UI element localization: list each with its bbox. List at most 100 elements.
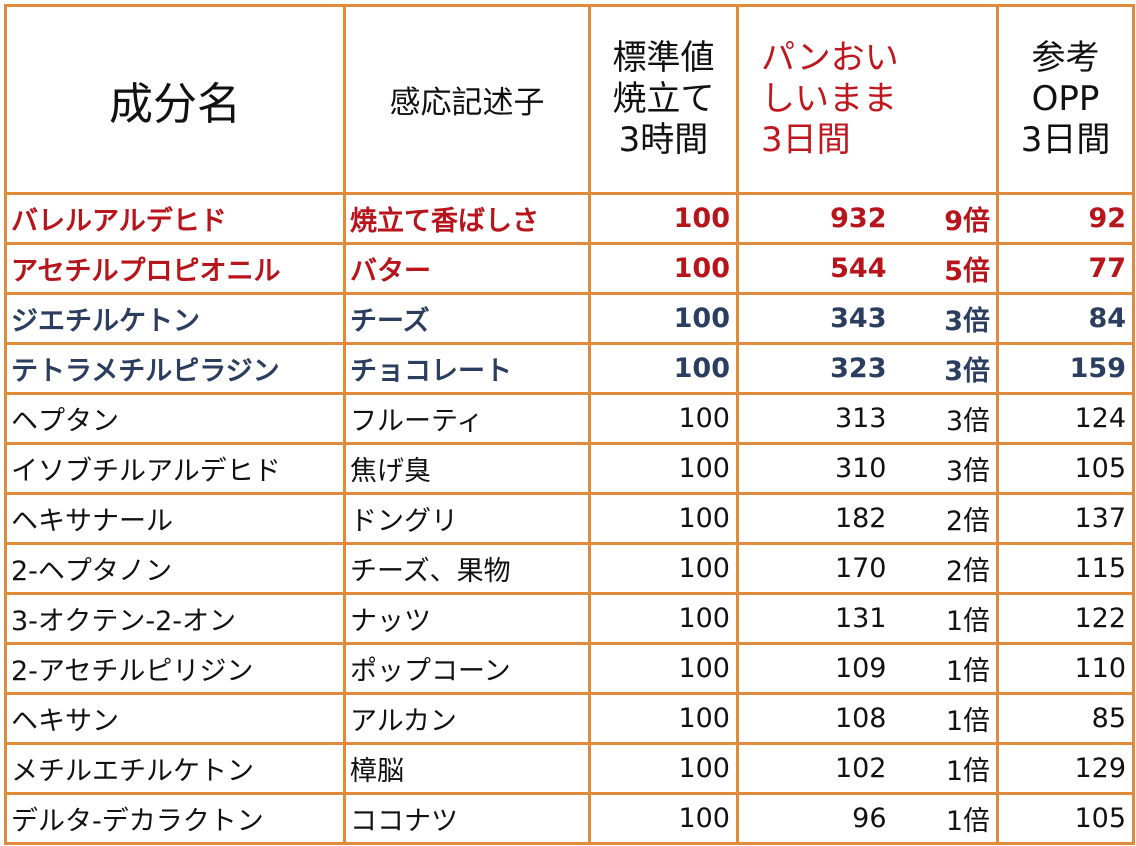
header-row: 成分名 感応記述子 標準値 焼立て 3時間 パンおい しいまま 3日間 参考 O… [4, 4, 1136, 195]
descriptor-cell: ココナツ [343, 792, 591, 845]
reference-value-cell: 122 [996, 592, 1136, 645]
reference-value-cell: 105 [996, 792, 1136, 845]
reference-value-cell: 77 [996, 242, 1136, 295]
product-value-cell: 932 [736, 192, 893, 245]
table-row: 2-アセチルピリジン ポップコーン 100 109 1倍 110 [4, 642, 1136, 695]
product-value-cell: 182 [736, 492, 893, 545]
descriptor-cell: バター [343, 242, 591, 295]
header-compound-name: 成分名 [4, 4, 346, 195]
compound-name-cell: ヘキサン [4, 692, 346, 745]
ratio-cell: 1倍 [892, 792, 1000, 845]
reference-value-cell: 129 [996, 742, 1136, 795]
compound-name-cell: ヘキサナール [4, 492, 346, 545]
header-reference-value: 参考 OPP 3日間 [996, 4, 1136, 195]
header-standard-value: 標準値 焼立て 3時間 [588, 4, 739, 195]
table-row: イソブチルアルデヒド 焦げ臭 100 310 3倍 105 [4, 442, 1136, 495]
reference-value-cell: 85 [996, 692, 1136, 745]
standard-value-cell: 100 [588, 492, 739, 545]
descriptor-cell: チーズ [343, 292, 591, 345]
header-product-line-1: パンおい [761, 38, 899, 79]
header-standard-line-1: 標準値 [612, 38, 715, 79]
header-reference-line-1: 参考 [1031, 38, 1100, 79]
ratio-cell: 3倍 [892, 392, 1000, 445]
ratio-cell: 3倍 [892, 342, 1000, 395]
table-row: メチルエチルケトン 樟脳 100 102 1倍 129 [4, 742, 1136, 795]
table-row: テトラメチルピラジン チョコレート 100 323 3倍 159 [4, 342, 1136, 395]
table-row: デルタ-デカラクトン ココナツ 100 96 1倍 105 [4, 792, 1136, 845]
descriptor-cell: ポップコーン [343, 642, 591, 695]
compound-name-cell: ヘプタン [4, 392, 346, 445]
product-value-cell: 343 [736, 292, 893, 345]
standard-value-cell: 100 [588, 742, 739, 795]
aroma-compound-table: 成分名 感応記述子 標準値 焼立て 3時間 パンおい しいまま 3日間 参考 O… [4, 4, 1136, 845]
reference-value-cell: 159 [996, 342, 1136, 395]
table-row: ヘプタン フルーティ 100 313 3倍 124 [4, 392, 1136, 445]
ratio-cell: 1倍 [892, 692, 1000, 745]
product-value-cell: 109 [736, 642, 893, 695]
product-value-cell: 544 [736, 242, 893, 295]
compound-name-cell: 3-オクテン-2-オン [4, 592, 346, 645]
descriptor-cell: アルカン [343, 692, 591, 745]
ratio-cell: 2倍 [892, 492, 1000, 545]
standard-value-cell: 100 [588, 442, 739, 495]
reference-value-cell: 105 [996, 442, 1136, 495]
compound-name-cell: 2-アセチルピリジン [4, 642, 346, 695]
reference-value-cell: 124 [996, 392, 1136, 445]
header-sensory-descriptor: 感応記述子 [343, 4, 591, 195]
product-value-cell: 313 [736, 392, 893, 445]
table-row: ヘキサナール ドングリ 100 182 2倍 137 [4, 492, 1136, 545]
ratio-cell: 1倍 [892, 592, 1000, 645]
ratio-cell: 3倍 [892, 442, 1000, 495]
ratio-cell: 2倍 [892, 542, 1000, 595]
descriptor-cell: ドングリ [343, 492, 591, 545]
reference-value-cell: 110 [996, 642, 1136, 695]
standard-value-cell: 100 [588, 392, 739, 445]
compound-name-cell: メチルエチルケトン [4, 742, 346, 795]
standard-value-cell: 100 [588, 642, 739, 695]
reference-value-cell: 92 [996, 192, 1136, 245]
compound-name-cell: テトラメチルピラジン [4, 342, 346, 395]
product-value-cell: 310 [736, 442, 893, 495]
ratio-cell: 3倍 [892, 292, 1000, 345]
standard-value-cell: 100 [588, 692, 739, 745]
table-row: ジエチルケトン チーズ 100 343 3倍 84 [4, 292, 1136, 345]
table-row: 3-オクテン-2-オン ナッツ 100 131 1倍 122 [4, 592, 1136, 645]
standard-value-cell: 100 [588, 242, 739, 295]
standard-value-cell: 100 [588, 792, 739, 845]
compound-name-cell: バレルアルデヒド [4, 192, 346, 245]
header-product-value: パンおい しいまま 3日間 [735, 4, 1000, 195]
header-product-line-3: 3日間 [761, 119, 851, 160]
product-value-cell: 108 [736, 692, 893, 745]
descriptor-cell: フルーティ [343, 392, 591, 445]
descriptor-cell: 焦げ臭 [343, 442, 591, 495]
table-row: バレルアルデヒド 焼立て香ばしさ 100 932 9倍 92 [4, 192, 1136, 245]
ratio-cell: 9倍 [892, 192, 1000, 245]
ratio-cell: 1倍 [892, 642, 1000, 695]
standard-value-cell: 100 [588, 592, 739, 645]
header-reference-line-3: 3日間 [1020, 119, 1111, 160]
table-body: バレルアルデヒド 焼立て香ばしさ 100 932 9倍 92 アセチルプロピオニル バター 10… [4, 192, 1136, 845]
header-standard-line-3: 3時間 [618, 119, 709, 160]
header-product-line-2: しいまま [761, 79, 897, 120]
table-row: 2-ヘプタノン チーズ、果物 100 170 2倍 115 [4, 542, 1136, 595]
table-row: ヘキサン アルカン 100 108 1倍 85 [4, 692, 1136, 745]
descriptor-cell: チョコレート [343, 342, 591, 395]
header-reference-line-2: OPP [1031, 79, 1100, 120]
product-value-cell: 102 [736, 742, 893, 795]
compound-name-cell: イソブチルアルデヒド [4, 442, 346, 495]
product-value-cell: 96 [736, 792, 893, 845]
standard-value-cell: 100 [588, 192, 739, 245]
header-standard-line-2: 焼立て [612, 79, 715, 120]
reference-value-cell: 115 [996, 542, 1136, 595]
reference-value-cell: 84 [996, 292, 1136, 345]
compound-name-cell: ジエチルケトン [4, 292, 346, 345]
ratio-cell: 5倍 [892, 242, 1000, 295]
product-value-cell: 323 [736, 342, 893, 395]
standard-value-cell: 100 [588, 542, 739, 595]
compound-name-cell: アセチルプロピオニル [4, 242, 346, 295]
descriptor-cell: ナッツ [343, 592, 591, 645]
compound-name-cell: デルタ-デカラクトン [4, 792, 346, 845]
standard-value-cell: 100 [588, 342, 739, 395]
standard-value-cell: 100 [588, 292, 739, 345]
product-value-cell: 170 [736, 542, 893, 595]
